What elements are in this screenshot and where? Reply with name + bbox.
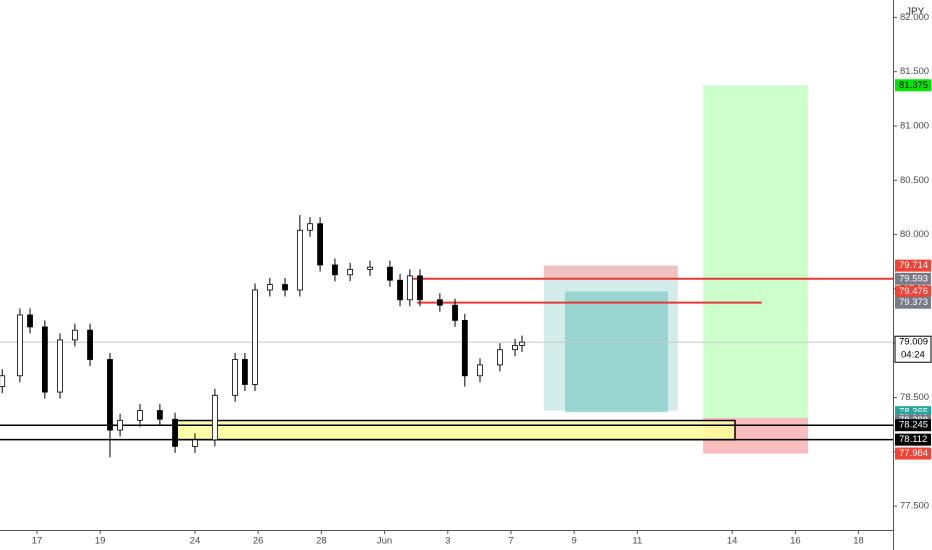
candle-body <box>296 229 303 291</box>
price-badge-label: 78.112 <box>899 434 927 445</box>
candle-body <box>452 304 458 321</box>
price-badge <box>894 335 932 363</box>
candle-body <box>347 268 354 276</box>
y-tick-label: 80.500 <box>900 175 929 186</box>
candle-body <box>477 364 483 377</box>
candle-body <box>367 266 373 270</box>
x-tick-label: 14 <box>727 536 738 547</box>
x-tick-label: Jun <box>377 536 392 547</box>
candle-body <box>387 266 393 281</box>
candle-body <box>241 359 248 385</box>
price-badge <box>895 285 931 298</box>
candle-body <box>41 326 48 393</box>
candle-body <box>107 359 113 431</box>
candle-body <box>307 223 313 231</box>
price-badge-label: 79.009 <box>899 337 928 348</box>
currency: JPY <box>906 7 925 18</box>
candle-body <box>519 341 525 346</box>
candle-body <box>27 314 33 328</box>
candle-body <box>17 314 23 377</box>
candle-body <box>397 279 403 301</box>
y-tick-label: 81.000 <box>900 120 929 131</box>
x-tick-label: 18 <box>853 536 864 547</box>
candle-body <box>266 284 273 291</box>
price-badge <box>895 296 931 309</box>
price-badge-label: 79.476 <box>899 286 928 297</box>
y-tick-label: 81.500 <box>900 66 929 77</box>
candle-body <box>87 329 93 360</box>
candle-body <box>156 410 163 420</box>
x-tick-label: 26 <box>253 536 264 547</box>
x-tick-label: 7 <box>508 536 513 547</box>
candle-body <box>332 264 338 276</box>
zone <box>564 291 669 413</box>
price-badge-label: 79.373 <box>899 297 928 308</box>
x-tick-label: 24 <box>190 536 201 547</box>
x-tick-label: 19 <box>95 536 106 547</box>
candle-body <box>57 339 63 393</box>
candle-body <box>417 275 423 301</box>
candle-body <box>137 410 143 421</box>
candle-body <box>317 223 324 266</box>
candle-body <box>406 275 413 301</box>
price-badge-label: 78.245 <box>899 420 928 431</box>
zone <box>703 85 808 418</box>
candle-body <box>0 375 6 388</box>
candle-body <box>252 289 258 385</box>
candle-body <box>232 359 238 396</box>
price-badge <box>895 433 931 446</box>
price-badge-label: 79.714 <box>899 260 928 271</box>
price-badge <box>895 259 931 272</box>
axis-area: 77.50078.00078.50079.00079.50080.00080.5… <box>32 12 932 547</box>
price-badge-label: 77.984 <box>899 448 928 459</box>
zone <box>543 265 678 279</box>
price-badge <box>895 272 931 285</box>
x-tick-label: 9 <box>572 536 577 547</box>
candle-body <box>461 319 468 377</box>
candle-body <box>192 439 198 447</box>
plot-area <box>0 85 893 458</box>
zone <box>173 419 736 441</box>
x-tick-label: 3 <box>445 536 450 547</box>
price-badge-label: 79.593 <box>899 273 928 284</box>
x-tick-label: 17 <box>32 536 43 547</box>
y-tick-label: 77.500 <box>900 501 929 512</box>
price-badge <box>895 447 931 460</box>
candle-body <box>282 284 288 291</box>
x-tick-label: 11 <box>632 536 642 547</box>
y-tick-label: 80.000 <box>900 229 929 240</box>
candle-body <box>497 349 503 366</box>
candle-body <box>117 419 123 431</box>
candle-body <box>211 394 218 441</box>
candle-body <box>172 418 178 447</box>
price-badge <box>895 79 931 92</box>
x-tick-label: 28 <box>316 536 327 547</box>
price-badge-label: 81.375 <box>899 80 928 91</box>
candle-body <box>436 299 443 306</box>
countdown: 04:24 <box>901 350 925 361</box>
price-badge <box>895 419 931 432</box>
y-tick-label: 82.000 <box>900 12 929 23</box>
x-tick-label: 16 <box>790 536 801 547</box>
candle-body <box>71 329 78 341</box>
y-tick-label: 78.500 <box>900 392 929 403</box>
candle-body <box>512 344 518 351</box>
